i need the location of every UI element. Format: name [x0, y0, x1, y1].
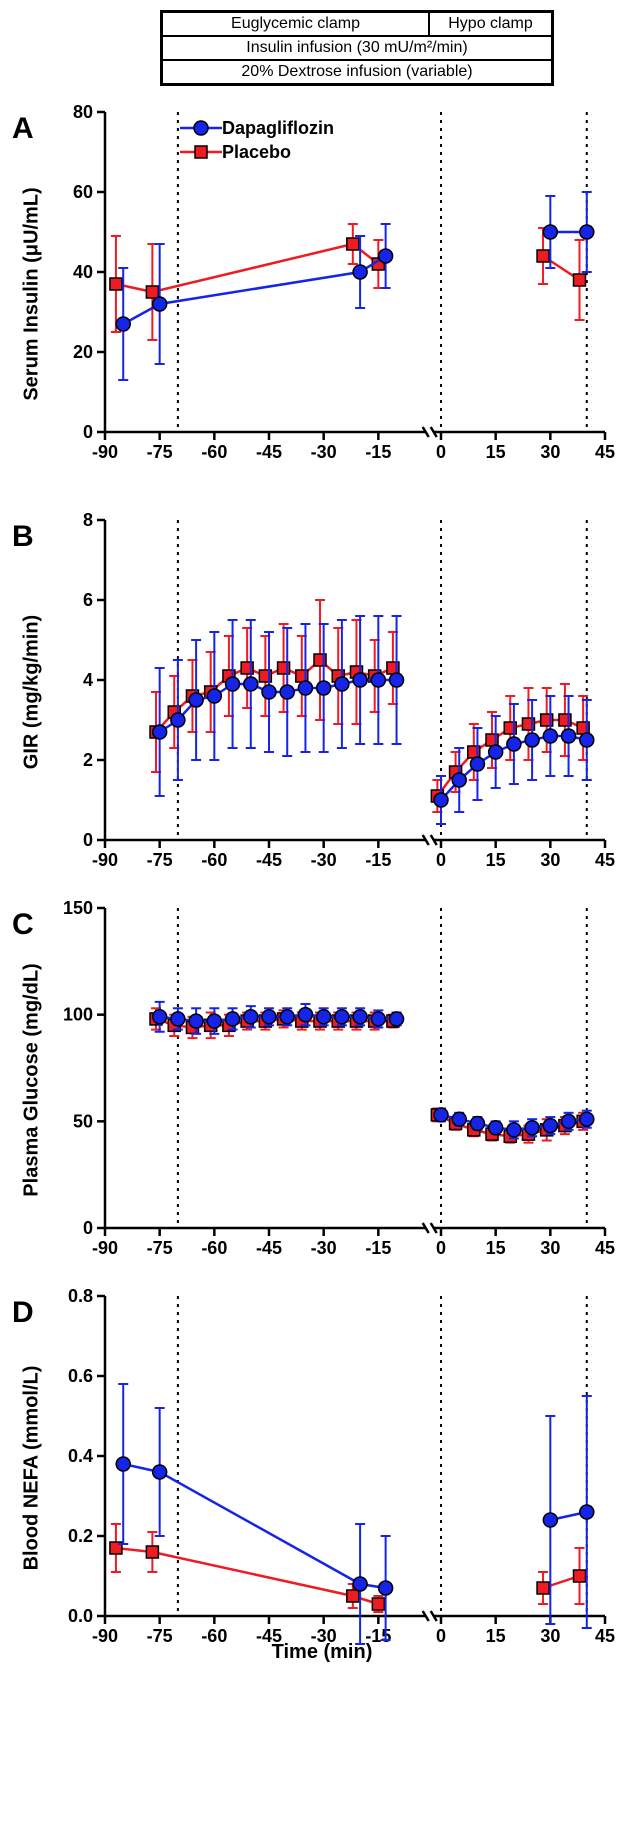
panel-C-label: C [12, 908, 34, 942]
svg-text:15: 15 [486, 442, 506, 462]
svg-text:30: 30 [540, 1238, 560, 1258]
protocol-row-2: Insulin infusion (30 mU/m²/min) [162, 36, 552, 60]
svg-text:0.6: 0.6 [68, 1366, 93, 1386]
panel-A-plot: 020406080-90-75-60-45-30-150153045 [105, 112, 605, 432]
protocol-hypo: Hypo clamp [429, 12, 552, 36]
svg-text:6: 6 [83, 590, 93, 610]
panel-B-ylabel: GIR (mg/kg/min) [21, 615, 44, 769]
svg-text:-90: -90 [92, 1238, 118, 1258]
protocol-row-1: Euglycemic clamp Hypo clamp [162, 12, 552, 36]
protocol-row-3: 20% Dextrose infusion (variable) [162, 60, 552, 84]
svg-text:-60: -60 [201, 1238, 227, 1258]
panel-A-label: A [12, 112, 34, 146]
svg-text:0.8: 0.8 [68, 1286, 93, 1306]
protocol-euglycemic: Euglycemic clamp [162, 12, 429, 36]
svg-text:20: 20 [73, 342, 93, 362]
svg-text:45: 45 [595, 1626, 615, 1646]
protocol-insulin: Insulin infusion (30 mU/m²/min) [162, 36, 552, 60]
panel-C: C Plasma Glucose (mg/dL) 050100150-90-75… [10, 890, 634, 1270]
svg-text:45: 45 [595, 442, 615, 462]
svg-text:15: 15 [486, 1238, 506, 1258]
svg-text:0.4: 0.4 [68, 1446, 93, 1466]
svg-text:-45: -45 [256, 1238, 282, 1258]
svg-text:50: 50 [73, 1111, 93, 1131]
svg-text:-15: -15 [365, 850, 391, 870]
svg-text:15: 15 [486, 1626, 506, 1646]
svg-text:-45: -45 [256, 442, 282, 462]
svg-text:-90: -90 [92, 1626, 118, 1646]
svg-text:-90: -90 [92, 442, 118, 462]
svg-text:0: 0 [436, 850, 446, 870]
protocol-box: Euglycemic clamp Hypo clamp Insulin infu… [160, 10, 554, 86]
panel-A-ylabel: Serum Insulin (μU/mL) [21, 187, 44, 400]
svg-text:150: 150 [63, 898, 93, 918]
svg-text:-30: -30 [311, 850, 337, 870]
svg-text:0.2: 0.2 [68, 1526, 93, 1546]
svg-text:0: 0 [436, 1626, 446, 1646]
svg-text:45: 45 [595, 850, 615, 870]
svg-text:-75: -75 [147, 442, 173, 462]
svg-text:0.0: 0.0 [68, 1606, 93, 1626]
panel-B-plot: 02468-90-75-60-45-30-150153045 [105, 520, 605, 840]
svg-text:-60: -60 [201, 442, 227, 462]
panel-D-plot: 0.00.20.40.60.8-90-75-60-45-30-150153045 [105, 1296, 605, 1616]
svg-text:8: 8 [83, 510, 93, 530]
svg-text:4: 4 [83, 670, 93, 690]
svg-text:-60: -60 [201, 850, 227, 870]
panel-C-ylabel: Plasma Glucose (mg/dL) [21, 963, 44, 1196]
panel-D-label: D [12, 1296, 34, 1330]
svg-text:-75: -75 [147, 1626, 173, 1646]
figure: Euglycemic clamp Hypo clamp Insulin infu… [10, 10, 634, 1658]
xlabel: Time (min) [272, 1641, 373, 1664]
svg-text:30: 30 [540, 442, 560, 462]
protocol-dextrose: 20% Dextrose infusion (variable) [162, 60, 552, 84]
svg-text:60: 60 [73, 182, 93, 202]
svg-text:-75: -75 [147, 850, 173, 870]
svg-text:-15: -15 [365, 1238, 391, 1258]
svg-text:-75: -75 [147, 1238, 173, 1258]
svg-text:0: 0 [436, 442, 446, 462]
svg-text:100: 100 [63, 1005, 93, 1025]
svg-text:0: 0 [83, 830, 93, 850]
panel-A: A Serum Insulin (μU/mL) Dapagliflozin Pl… [10, 94, 634, 494]
svg-text:15: 15 [486, 850, 506, 870]
panel-D: D Blood NEFA (mmol/L) 0.00.20.40.60.8-90… [10, 1278, 634, 1658]
svg-text:2: 2 [83, 750, 93, 770]
panel-B: B GIR (mg/kg/min) 02468-90-75-60-45-30-1… [10, 502, 634, 882]
svg-text:-30: -30 [311, 1238, 337, 1258]
svg-text:0: 0 [436, 1238, 446, 1258]
svg-text:45: 45 [595, 1238, 615, 1258]
svg-text:30: 30 [540, 1626, 560, 1646]
svg-text:-45: -45 [256, 850, 282, 870]
svg-text:30: 30 [540, 850, 560, 870]
svg-text:80: 80 [73, 102, 93, 122]
svg-text:40: 40 [73, 262, 93, 282]
panel-D-ylabel: Blood NEFA (mmol/L) [21, 1366, 44, 1571]
svg-text:-15: -15 [365, 442, 391, 462]
svg-text:0: 0 [83, 1218, 93, 1238]
svg-text:-30: -30 [311, 442, 337, 462]
svg-text:0: 0 [83, 422, 93, 442]
panel-B-label: B [12, 520, 34, 554]
panel-C-plot: 050100150-90-75-60-45-30-150153045 [105, 908, 605, 1228]
svg-text:-90: -90 [92, 850, 118, 870]
svg-text:-60: -60 [201, 1626, 227, 1646]
